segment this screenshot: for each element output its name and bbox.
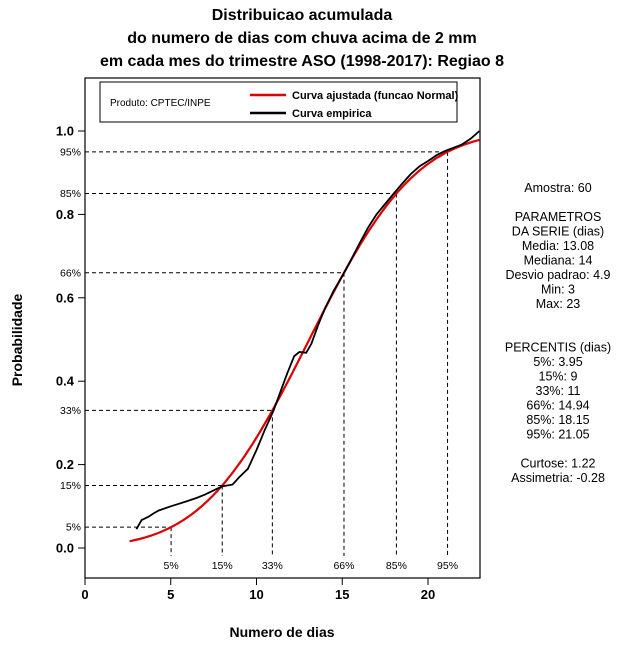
x-tick-label: 10	[249, 587, 263, 602]
y-tick-label: 0.2	[56, 457, 74, 472]
stats-line: 85%: 18.15	[526, 413, 589, 427]
plot-area: 0 5 10 15 20 0.0 0.2 0.4 0.6 0.8 1.0 5% 5% 15% 15% 33% 3…	[56, 77, 481, 602]
stats-line: Mediana: 14	[524, 254, 593, 268]
y-tick-label: 0.8	[56, 207, 74, 222]
legend: Produto: CPTEC/INPE Curva ajustada (func…	[99, 81, 459, 123]
percentile-bottom-label: 66%	[333, 560, 354, 572]
x-tick-label: 15	[335, 587, 349, 602]
x-axis-title: Numero de dias	[229, 624, 334, 640]
chart-title-line1: Distribuicao acumulada	[212, 7, 393, 24]
percentile-left-label: 66%	[60, 267, 81, 279]
empirical-legend-label: Curva empirica	[292, 108, 372, 120]
stats-line: Min: 3	[541, 283, 575, 297]
stats-line: Desvio padrao: 4.9	[506, 268, 611, 282]
stats-line: 66%: 14.94	[526, 399, 589, 413]
fitted-curve	[129, 138, 480, 543]
percentile-bottom-label: 95%	[437, 560, 458, 572]
stats-line: PARAMETROS	[515, 210, 602, 224]
product-label: Produto: CPTEC/INPE	[110, 98, 211, 109]
percentile-left-label: 5%	[66, 522, 81, 534]
percentile-left-label: 85%	[60, 188, 81, 200]
percentile-left-label: 15%	[60, 480, 81, 492]
percentile-left-label: 33%	[60, 405, 81, 417]
x-tick-label: 5	[167, 587, 174, 602]
plot-border	[84, 77, 481, 579]
percentile-bottom-label: 33%	[262, 560, 283, 572]
percentile-bottom-label: 15%	[212, 560, 233, 572]
y-axis-title: Probabilidade	[9, 294, 25, 387]
chart-title-line3: em cada mes do trimestre ASO (1998-2017)…	[100, 53, 504, 70]
stats-line: 15%: 9	[539, 370, 578, 384]
stats-line: Media: 13.08	[522, 239, 594, 253]
y-tick-label: 1.0	[56, 124, 74, 139]
y-tick-label: 0.6	[56, 290, 74, 305]
percentile-left-label: 95%	[60, 146, 81, 158]
stats-line: 5%: 3.95	[533, 355, 582, 369]
stats-line: Max: 23	[536, 297, 581, 311]
x-tick-label: 0	[81, 587, 88, 602]
y-tick-label: 0.0	[56, 541, 74, 556]
stats-line: PERCENTIS (dias)	[505, 341, 611, 355]
stats-line: 33%: 11	[536, 384, 581, 398]
stats-line: DA SERIE (dias)	[512, 225, 604, 239]
y-tick-label: 0.4	[56, 374, 75, 389]
stats-line: Assimetria: -0.28	[511, 471, 605, 485]
stats-line: Amostra: 60	[524, 181, 591, 195]
chart-title-line2: do numero de dias com chuva acima de 2 m…	[127, 30, 476, 47]
fitted-legend-label: Curva ajustada (funcao Normal)	[292, 90, 459, 102]
x-tick-label: 20	[421, 587, 435, 602]
empirical-curve	[135, 130, 480, 530]
stats-line: 95%: 21.05	[526, 428, 589, 442]
percentile-bottom-label: 85%	[386, 560, 407, 572]
percentile-bottom-label: 5%	[164, 560, 179, 572]
stats-line: Curtose: 1.22	[520, 457, 595, 471]
legend-box	[99, 81, 458, 123]
